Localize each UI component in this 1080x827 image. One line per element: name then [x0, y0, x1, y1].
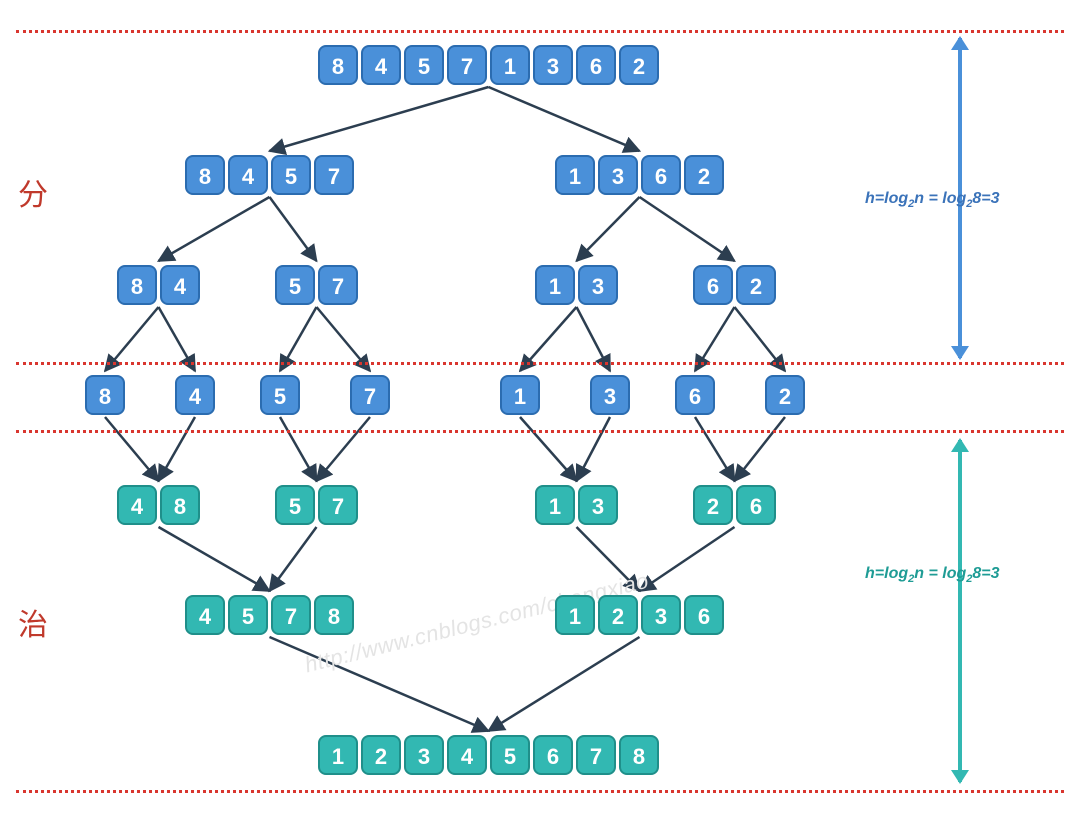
- array-cell: 1: [535, 485, 575, 525]
- height-formula: h=log2n = log28=3: [865, 565, 1000, 585]
- tree-edge: [159, 197, 270, 261]
- divider-line: [16, 30, 1064, 33]
- array-cell: 2: [619, 45, 659, 85]
- array-cell: 7: [271, 595, 311, 635]
- array-cell: 4: [228, 155, 268, 195]
- tree-edge: [577, 197, 640, 261]
- array-cell: 3: [578, 265, 618, 305]
- tree-edge: [270, 87, 489, 151]
- section-label: 治: [18, 600, 48, 644]
- array-cell: 4: [447, 735, 487, 775]
- array-cell: 5: [404, 45, 444, 85]
- array-cell: 6: [641, 155, 681, 195]
- tree-edge: [270, 197, 317, 261]
- array-cell: 6: [533, 735, 573, 775]
- array-cell: 6: [736, 485, 776, 525]
- tree-edge: [640, 527, 735, 591]
- array-cell: 8: [619, 735, 659, 775]
- array-cell: 2: [765, 375, 805, 415]
- array-cell: 5: [228, 595, 268, 635]
- array-cell: 3: [590, 375, 630, 415]
- array-cell: 3: [641, 595, 681, 635]
- array-cell: 1: [555, 595, 595, 635]
- array-cell: 7: [350, 375, 390, 415]
- array-cell: 5: [271, 155, 311, 195]
- array-cell: 2: [361, 735, 401, 775]
- tree-edge: [317, 417, 371, 481]
- divider-line: [16, 790, 1064, 793]
- array-cell: 8: [160, 485, 200, 525]
- array-cell: 3: [404, 735, 444, 775]
- tree-edge: [577, 417, 611, 481]
- array-cell: 7: [318, 265, 358, 305]
- array-cell: 4: [160, 265, 200, 305]
- array-cell: 6: [684, 595, 724, 635]
- array-cell: 4: [185, 595, 225, 635]
- tree-edge: [695, 417, 735, 481]
- array-cell: 1: [318, 735, 358, 775]
- tree-edge: [270, 527, 317, 591]
- array-cell: 8: [318, 45, 358, 85]
- tree-edge: [577, 527, 640, 591]
- array-cell: 5: [260, 375, 300, 415]
- tree-edge: [520, 417, 577, 481]
- array-cell: 6: [693, 265, 733, 305]
- array-cell: 5: [275, 265, 315, 305]
- section-label: 分: [18, 170, 48, 214]
- tree-edge: [489, 637, 640, 731]
- array-cell: 5: [490, 735, 530, 775]
- array-cell: 7: [576, 735, 616, 775]
- array-cell: 4: [117, 485, 157, 525]
- tree-edge: [270, 637, 489, 731]
- edge-layer: [0, 0, 1080, 827]
- array-cell: 1: [490, 45, 530, 85]
- array-cell: 7: [318, 485, 358, 525]
- tree-edge: [105, 417, 159, 481]
- array-cell: 4: [361, 45, 401, 85]
- array-cell: 3: [578, 485, 618, 525]
- divider-line: [16, 362, 1064, 365]
- array-cell: 2: [684, 155, 724, 195]
- tree-edge: [159, 417, 196, 481]
- array-cell: 2: [736, 265, 776, 305]
- array-cell: 8: [185, 155, 225, 195]
- array-cell: 5: [275, 485, 315, 525]
- tree-edge: [159, 527, 270, 591]
- array-cell: 1: [535, 265, 575, 305]
- array-cell: 6: [576, 45, 616, 85]
- array-cell: 2: [693, 485, 733, 525]
- tree-edge: [735, 417, 786, 481]
- array-cell: 8: [85, 375, 125, 415]
- tree-edge: [489, 87, 640, 151]
- array-cell: 7: [447, 45, 487, 85]
- array-cell: 1: [555, 155, 595, 195]
- height-formula: h=log2n = log28=3: [865, 190, 1000, 210]
- array-cell: 3: [598, 155, 638, 195]
- array-cell: 2: [598, 595, 638, 635]
- array-cell: 4: [175, 375, 215, 415]
- tree-edge: [640, 197, 735, 261]
- array-cell: 8: [314, 595, 354, 635]
- divider-line: [16, 430, 1064, 433]
- array-cell: 7: [314, 155, 354, 195]
- array-cell: 6: [675, 375, 715, 415]
- tree-edge: [280, 417, 317, 481]
- array-cell: 3: [533, 45, 573, 85]
- array-cell: 1: [500, 375, 540, 415]
- array-cell: 8: [117, 265, 157, 305]
